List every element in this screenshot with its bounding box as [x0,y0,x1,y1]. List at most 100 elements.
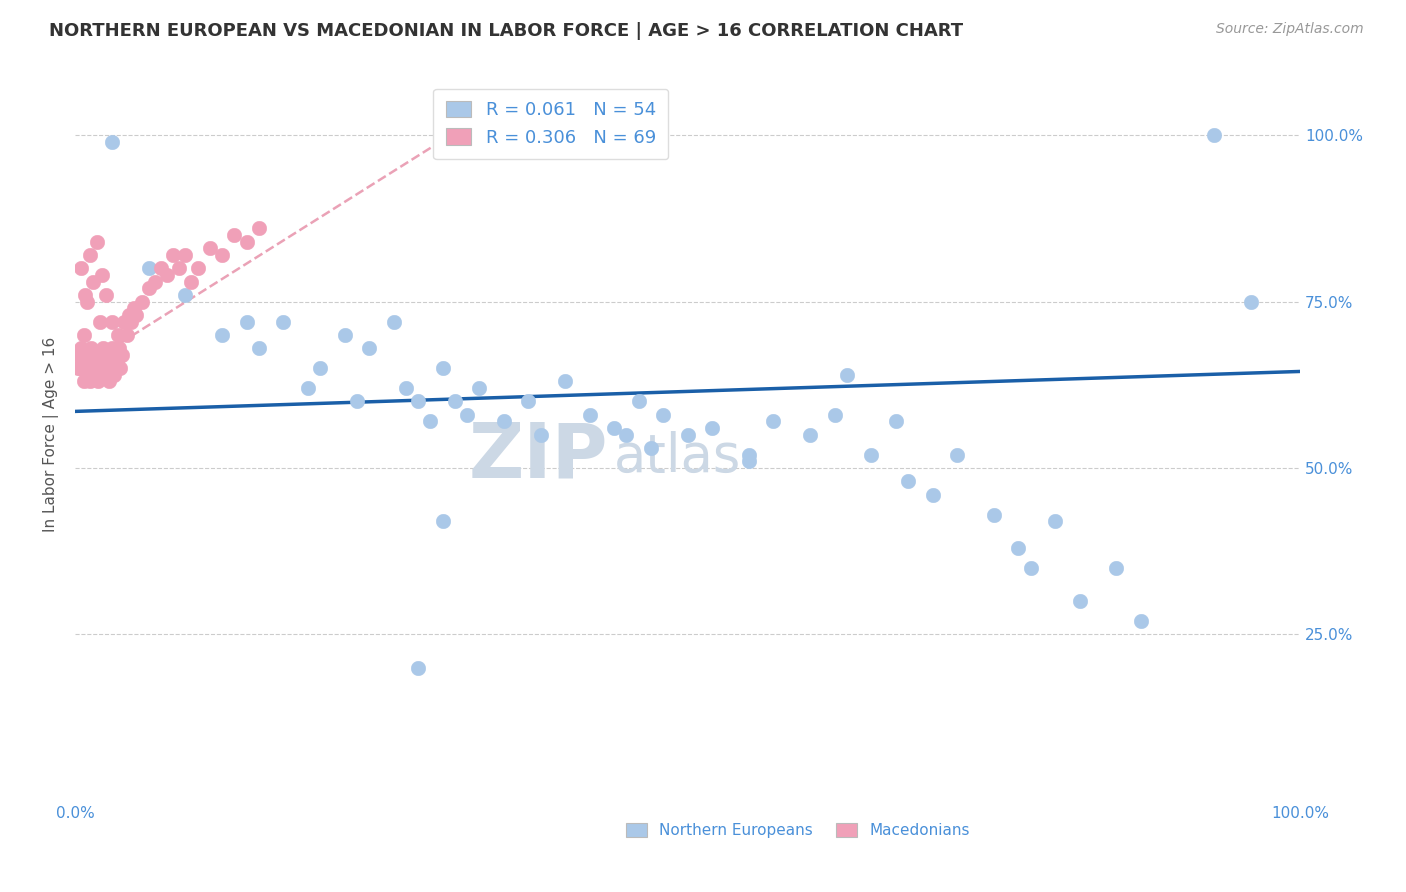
Point [468,381,491,395]
Point [118,308,141,322]
Point [108,341,131,355]
Point [101,361,124,376]
Point [554,375,576,389]
Point [79,375,101,389]
Point [112,314,135,328]
Point [94,288,117,302]
Point [101,135,124,149]
Point [211,248,233,262]
Point [86,235,108,249]
Point [94,368,117,382]
Point [676,427,699,442]
Point [824,408,846,422]
Point [1043,514,1066,528]
Point [82,348,104,362]
Point [738,454,761,468]
Point [492,414,515,428]
Point [395,381,418,395]
Point [1105,561,1128,575]
Text: Source: ZipAtlas.com: Source: ZipAtlas.com [1216,22,1364,37]
Point [921,488,943,502]
Point [235,314,257,328]
Point [101,341,124,355]
Text: ZIP: ZIP [468,419,607,493]
Point [946,448,969,462]
Point [983,508,1005,522]
Point [382,314,405,328]
Point [97,361,120,376]
Point [98,375,121,389]
Point [247,341,270,355]
Point [799,427,821,442]
Point [603,421,626,435]
Point [1019,561,1042,575]
Point [1129,614,1152,628]
Point [297,381,319,395]
Point [156,268,179,282]
Point [406,394,429,409]
Point [860,448,883,462]
Point [87,375,110,389]
Point [138,261,160,276]
Point [187,261,209,276]
Point [80,341,103,355]
Point [79,248,101,262]
Point [273,314,295,328]
Point [578,408,600,422]
Point [89,314,111,328]
Point [174,248,197,262]
Point [110,361,132,376]
Point [73,288,96,302]
Point [406,661,429,675]
Point [90,348,112,362]
Point [180,275,202,289]
Point [70,261,93,276]
Point [82,275,104,289]
Point [73,327,96,342]
Point [84,354,107,368]
Point [101,314,124,328]
Point [640,441,662,455]
Point [1240,294,1263,309]
Point [93,354,115,368]
Point [76,294,98,309]
Point [1204,128,1226,142]
Point [211,327,233,342]
Point [419,414,441,428]
Point [131,294,153,309]
Point [174,288,197,302]
Point [762,414,785,428]
Point [614,427,637,442]
Point [75,348,97,362]
Point [627,394,650,409]
Point [67,348,90,362]
Point [309,361,332,376]
Legend: Northern Europeans, Macedonians: Northern Europeans, Macedonians [620,817,976,845]
Point [83,368,105,382]
Point [125,308,148,322]
Point [91,268,114,282]
Point [120,314,142,328]
Point [738,448,761,462]
Point [105,354,128,368]
Text: NORTHERN EUROPEAN VS MACEDONIAN IN LABOR FORCE | AGE > 16 CORRELATION CHART: NORTHERN EUROPEAN VS MACEDONIAN IN LABOR… [49,22,963,40]
Point [100,354,122,368]
Point [103,368,125,382]
Point [224,227,246,242]
Point [107,327,129,342]
Point [70,341,93,355]
Point [77,368,100,382]
Point [198,241,221,255]
Point [86,361,108,376]
Point [1007,541,1029,555]
Point [357,341,380,355]
Point [346,394,368,409]
Point [89,368,111,382]
Point [73,375,96,389]
Point [517,394,540,409]
Point [91,361,114,376]
Point [91,341,114,355]
Point [897,475,920,489]
Point [443,394,465,409]
Point [162,248,184,262]
